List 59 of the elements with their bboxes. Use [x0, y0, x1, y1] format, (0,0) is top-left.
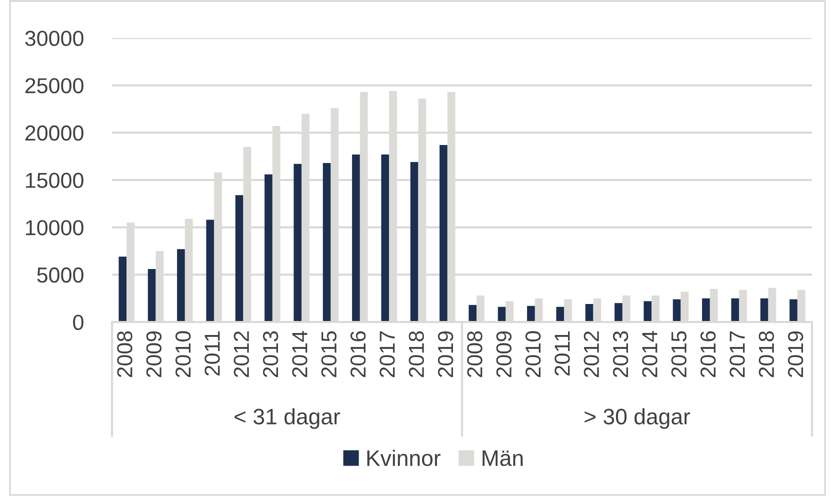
- bar: [264, 174, 272, 322]
- x-tick-label: 2018: [758, 331, 774, 378]
- bar: [614, 303, 622, 322]
- bar: [118, 256, 127, 322]
- bar: [235, 195, 244, 322]
- x-tick-label: 2009: [146, 331, 162, 378]
- bar: [585, 304, 594, 322]
- bar: [177, 249, 185, 322]
- x-tick-label: 2014: [642, 330, 658, 378]
- x-tick-label: 2009: [496, 331, 512, 378]
- bar: [352, 154, 360, 322]
- bar: [294, 164, 302, 322]
- x-tick-label: 2010: [175, 331, 191, 378]
- x-tick-label: 2012: [584, 331, 600, 378]
- y-tick-label: 5000: [37, 267, 84, 283]
- bar: [644, 301, 652, 322]
- bar: [322, 162, 331, 322]
- x-tick-label: 2016: [700, 331, 716, 378]
- legend-label: Kvinnor: [367, 450, 440, 466]
- bar: [148, 268, 156, 322]
- x-tick-label: 2008: [117, 331, 132, 378]
- x-tick-label: 2008: [467, 331, 482, 378]
- x-tick-label: 2016: [350, 331, 366, 378]
- x-tick-label: 2010: [525, 331, 541, 378]
- y-tick-label: 10000: [26, 220, 84, 236]
- x-tick-label: 2012: [234, 331, 250, 378]
- y-tick-label: 25000: [25, 78, 84, 94]
- x-tick-label: 2014: [292, 330, 308, 378]
- legend-label: Män: [482, 450, 523, 466]
- text: > 30 dagar: [584, 408, 690, 429]
- x-tick-label: 2019: [438, 331, 454, 378]
- x-tick-label: 2013: [262, 331, 278, 378]
- bar: [672, 299, 681, 322]
- bar: [440, 144, 448, 322]
- x-tick-label: 2015: [321, 331, 337, 378]
- y-tick-label: 0: [73, 314, 84, 330]
- x-tick-label: 2019: [788, 331, 804, 378]
- x-tick-label: 2011: [204, 331, 220, 376]
- bar: [790, 299, 798, 322]
- bar: [468, 304, 477, 322]
- bar: [760, 298, 768, 322]
- x-tick-label: 2011: [554, 331, 570, 376]
- bar: [731, 298, 740, 322]
- x-tick-label: 2017: [380, 331, 395, 378]
- x-tick-label: 2015: [671, 331, 687, 378]
- x-tick-label: 2013: [612, 331, 628, 378]
- bar: [381, 154, 390, 322]
- bar: [556, 306, 564, 322]
- y-tick-label: 20000: [25, 125, 84, 141]
- bar: [410, 162, 418, 322]
- y-tick-label: 15000: [26, 172, 84, 188]
- bar: [702, 298, 710, 322]
- bar: [498, 306, 506, 322]
- text: < 31 dagar: [234, 408, 340, 429]
- x-tick-label: 2017: [730, 331, 745, 378]
- y-tick-label: 30000: [25, 30, 84, 46]
- x-tick-label: 2018: [408, 331, 424, 378]
- bar: [206, 220, 214, 322]
- bar: [527, 306, 535, 322]
